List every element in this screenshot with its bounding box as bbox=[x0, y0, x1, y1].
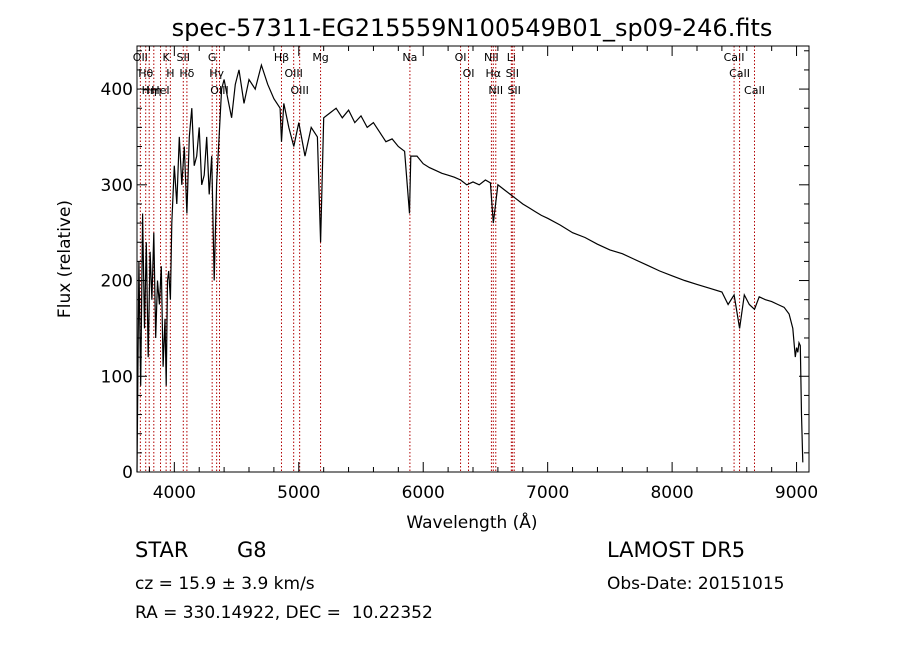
line-marker-label-15: Mg bbox=[312, 51, 328, 64]
coordinates: RA = 330.14922, DEC = 10.22352 bbox=[135, 603, 433, 623]
observation-date: Obs-Date: 20151015 bbox=[607, 574, 785, 594]
line-marker-label-6: H bbox=[166, 67, 174, 80]
line-marker-label-27: CaII bbox=[744, 84, 765, 97]
line-marker-label-22: Li bbox=[507, 51, 516, 64]
line-marker-label-25: CaII bbox=[724, 51, 745, 64]
x-tick-label-3: 7000 bbox=[526, 483, 569, 503]
line-marker-label-19: NII bbox=[484, 51, 499, 64]
line-marker-label-21: NII bbox=[488, 84, 503, 97]
y-tick-label-1: 100 bbox=[101, 367, 133, 387]
x-tick-label-4: 8000 bbox=[650, 483, 693, 503]
line-marker-label-24: SII bbox=[507, 84, 520, 97]
x-tick-label-0: 4000 bbox=[153, 483, 196, 503]
y-tick-label-2: 200 bbox=[101, 272, 133, 292]
line-marker-label-20: Hα bbox=[486, 67, 502, 80]
redshift-value: cz = 15.9 ± 3.9 km/s bbox=[135, 574, 315, 594]
y-tick-label-4: 400 bbox=[101, 80, 133, 100]
line-marker-label-17: OI bbox=[455, 51, 467, 64]
line-marker-label-11: OIII bbox=[210, 84, 228, 97]
y-tick-label-3: 300 bbox=[101, 176, 133, 196]
x-tick-label-5: 9000 bbox=[775, 483, 818, 503]
x-tick-label-1: 5000 bbox=[277, 483, 320, 503]
line-marker-label-18: OI bbox=[463, 67, 475, 80]
line-marker-label-14: OIII bbox=[290, 84, 308, 97]
plot-frame bbox=[136, 45, 810, 473]
line-marker-label-1: Hθ bbox=[138, 67, 153, 80]
line-marker-label-5: K bbox=[163, 51, 171, 64]
line-marker-label-16: Na bbox=[402, 51, 417, 64]
line-marker-label-3: Hη bbox=[146, 84, 161, 97]
line-marker-label-8: Hδ bbox=[179, 67, 194, 80]
line-marker-label-2: Hη bbox=[142, 84, 157, 97]
object-subclass: G8 bbox=[237, 538, 267, 562]
spectrum-line bbox=[136, 62, 804, 473]
y-tick-label-0: 0 bbox=[122, 463, 133, 483]
line-marker-label-10: Hγ bbox=[209, 67, 224, 80]
axis-layer: 4000 5000 6000 7000 8000 9000 0 100 200 300 400 bbox=[101, 46, 818, 503]
object-class: STAR bbox=[135, 538, 189, 562]
survey-name: LAMOST DR5 bbox=[607, 538, 746, 562]
chart-title: spec-57311-EG215559N100549B01_sp09-246.f… bbox=[172, 14, 773, 42]
line-marker-label-4: HeI bbox=[151, 84, 169, 97]
y-axis-label: Flux (relative) bbox=[55, 200, 75, 318]
x-tick-label-2: 6000 bbox=[402, 483, 445, 503]
line-marker-label-7: SII bbox=[177, 51, 190, 64]
line-marker-label-13: OIII bbox=[284, 67, 302, 80]
line-marker-label-26: CaII bbox=[729, 67, 750, 80]
x-axis-label: Wavelength (Å) bbox=[406, 511, 537, 533]
line-marker-label-12: Hβ bbox=[274, 51, 289, 64]
line-marker-label-23: SII bbox=[506, 67, 519, 80]
line-marker-label-9: G bbox=[208, 51, 217, 64]
